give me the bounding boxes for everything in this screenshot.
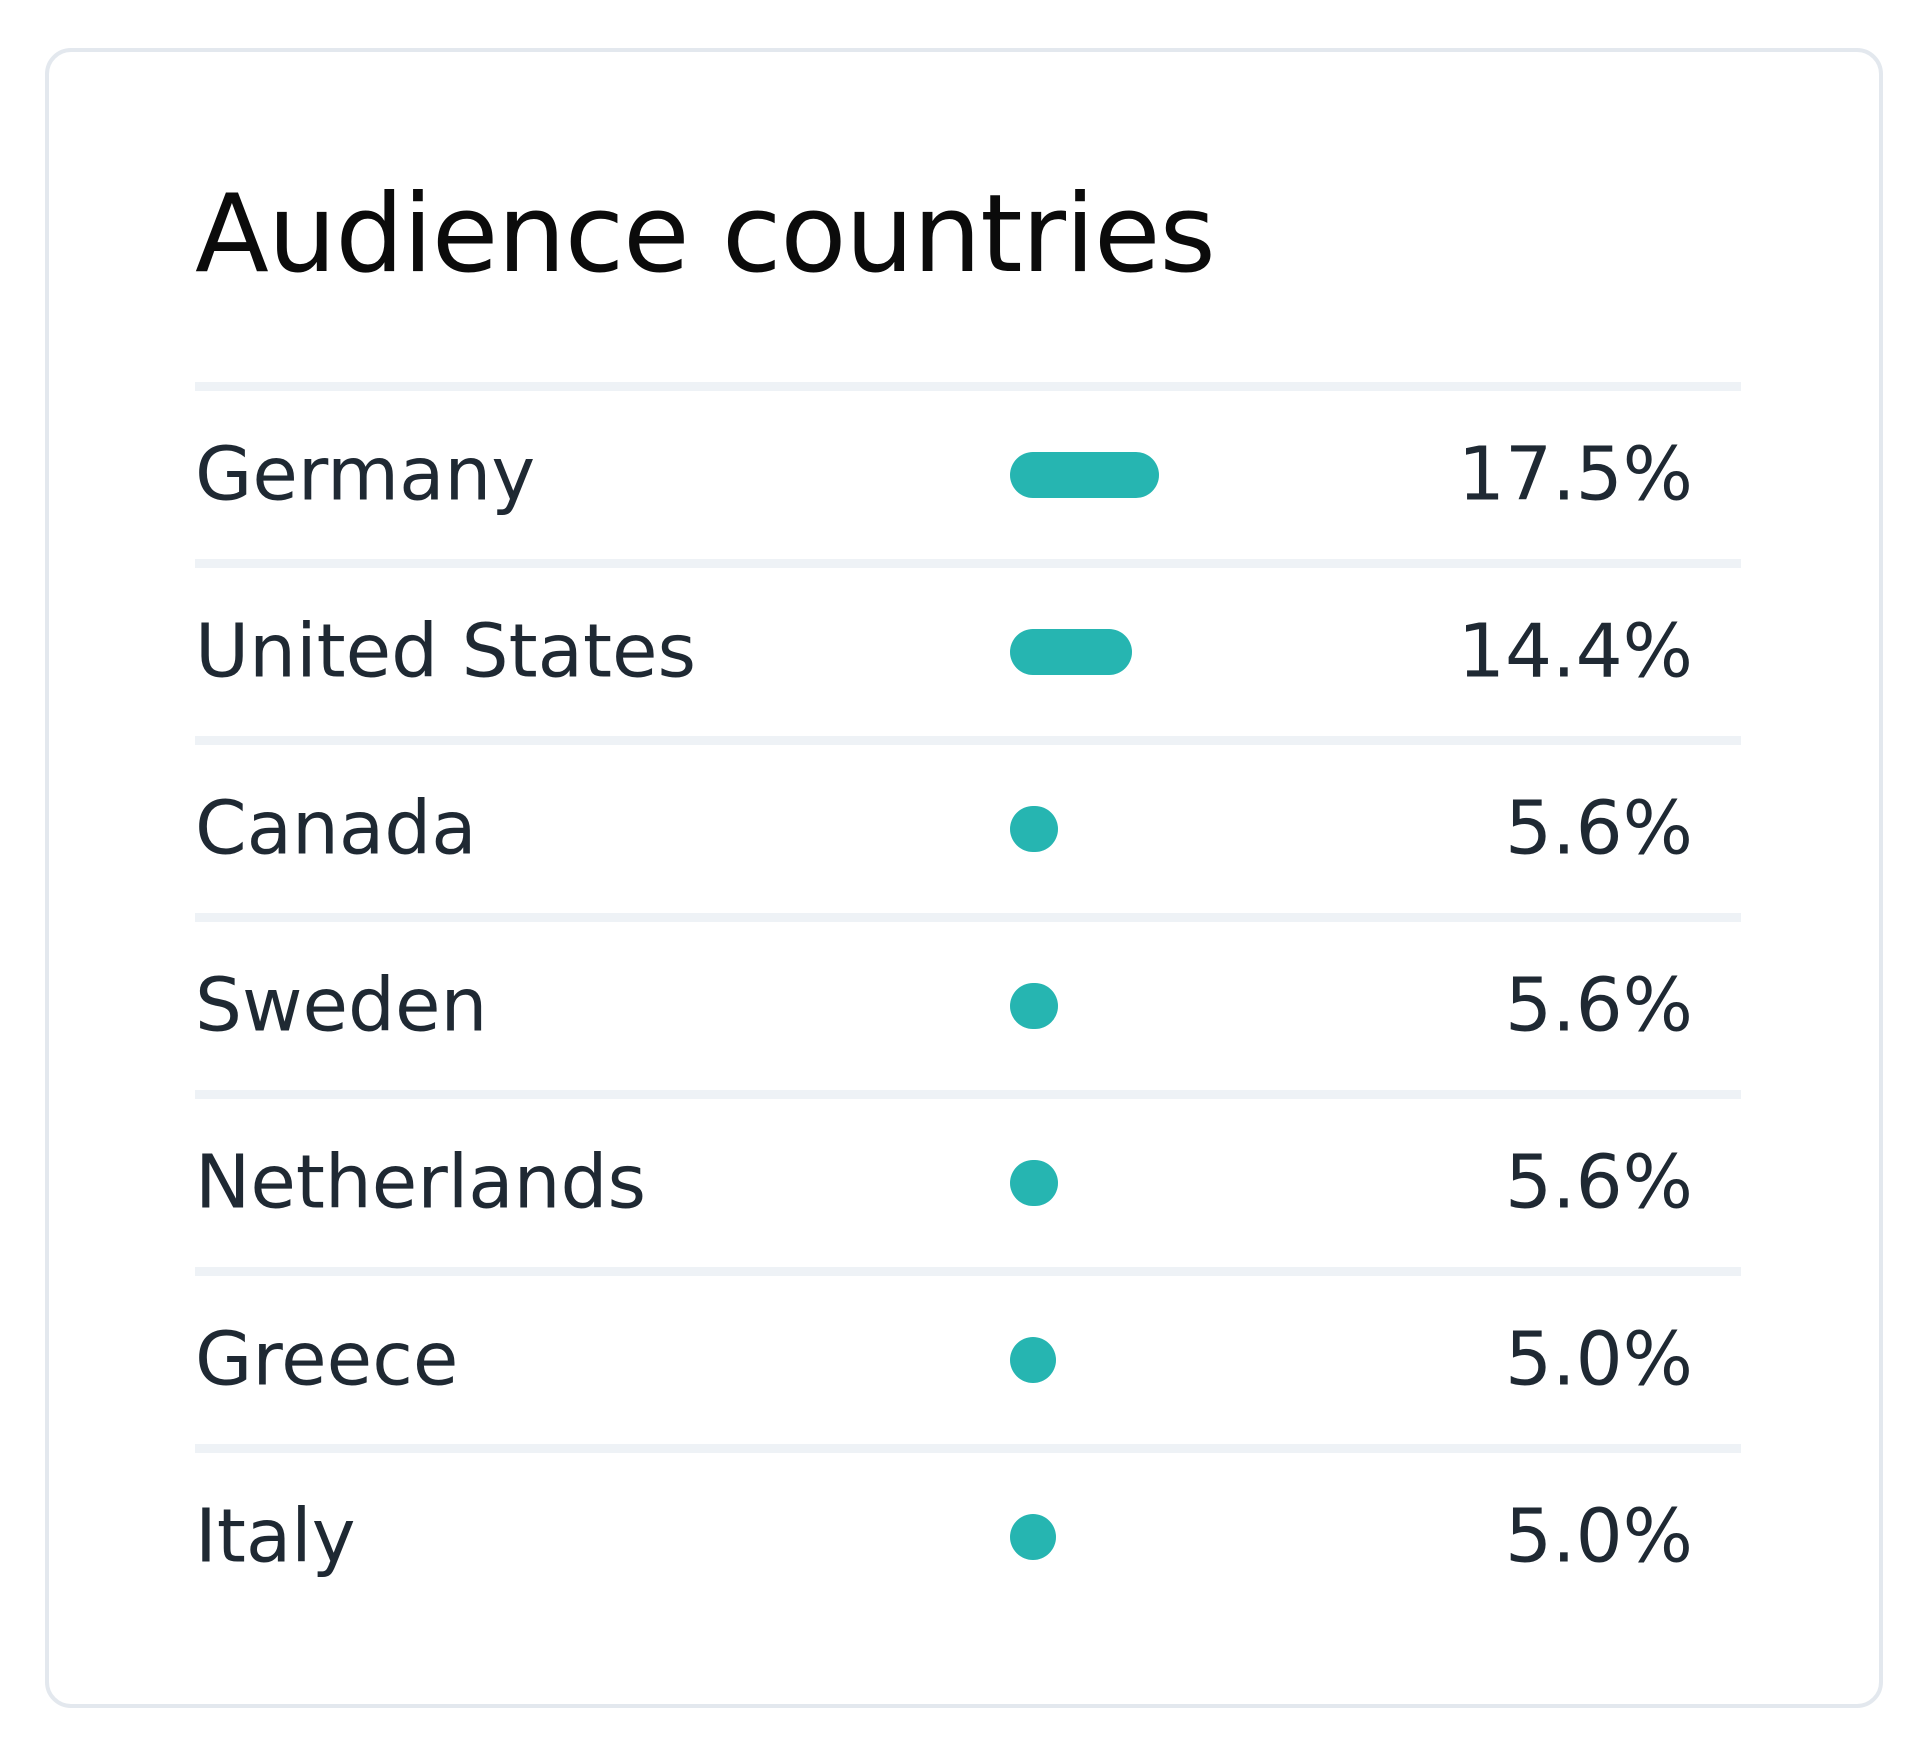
card-title: Audience countries <box>195 172 1216 297</box>
share-bar <box>1010 1514 1056 1560</box>
countries-table: Germany 17.5% United States 14.4% Canada… <box>195 382 1741 1621</box>
share-bar-track <box>1010 629 1330 675</box>
country-percent: 14.4% <box>1457 608 1693 695</box>
share-bar <box>1010 983 1058 1029</box>
share-bar-track <box>1010 1160 1330 1206</box>
country-percent: 5.0% <box>1505 1316 1693 1403</box>
country-name: Sweden <box>195 962 488 1049</box>
share-bar-track <box>1010 1337 1330 1383</box>
country-name: Germany <box>195 431 536 518</box>
country-name: Netherlands <box>195 1139 647 1226</box>
share-bar-track <box>1010 806 1330 852</box>
table-row: United States 14.4% <box>195 559 1741 736</box>
share-bar-track <box>1010 1514 1330 1560</box>
share-bar <box>1010 1337 1056 1383</box>
country-percent: 5.0% <box>1505 1493 1693 1580</box>
table-row: Italy 5.0% <box>195 1444 1741 1621</box>
audience-countries-card: Audience countries Germany 17.5% United … <box>45 48 1883 1708</box>
country-name: United States <box>195 608 697 695</box>
table-row: Netherlands 5.6% <box>195 1090 1741 1267</box>
share-bar <box>1010 629 1133 675</box>
country-percent: 17.5% <box>1457 431 1693 518</box>
country-percent: 5.6% <box>1505 1139 1693 1226</box>
table-row: Greece 5.0% <box>195 1267 1741 1444</box>
table-row: Canada 5.6% <box>195 736 1741 913</box>
country-percent: 5.6% <box>1505 785 1693 872</box>
share-bar-track <box>1010 983 1330 1029</box>
country-name: Italy <box>195 1493 356 1580</box>
share-bar <box>1010 806 1058 852</box>
table-row: Sweden 5.6% <box>195 913 1741 1090</box>
share-bar-track <box>1010 452 1330 498</box>
country-percent: 5.6% <box>1505 962 1693 1049</box>
country-name: Canada <box>195 785 477 872</box>
share-bar <box>1010 452 1159 498</box>
table-row: Germany 17.5% <box>195 382 1741 559</box>
country-name: Greece <box>195 1316 459 1403</box>
share-bar <box>1010 1160 1058 1206</box>
